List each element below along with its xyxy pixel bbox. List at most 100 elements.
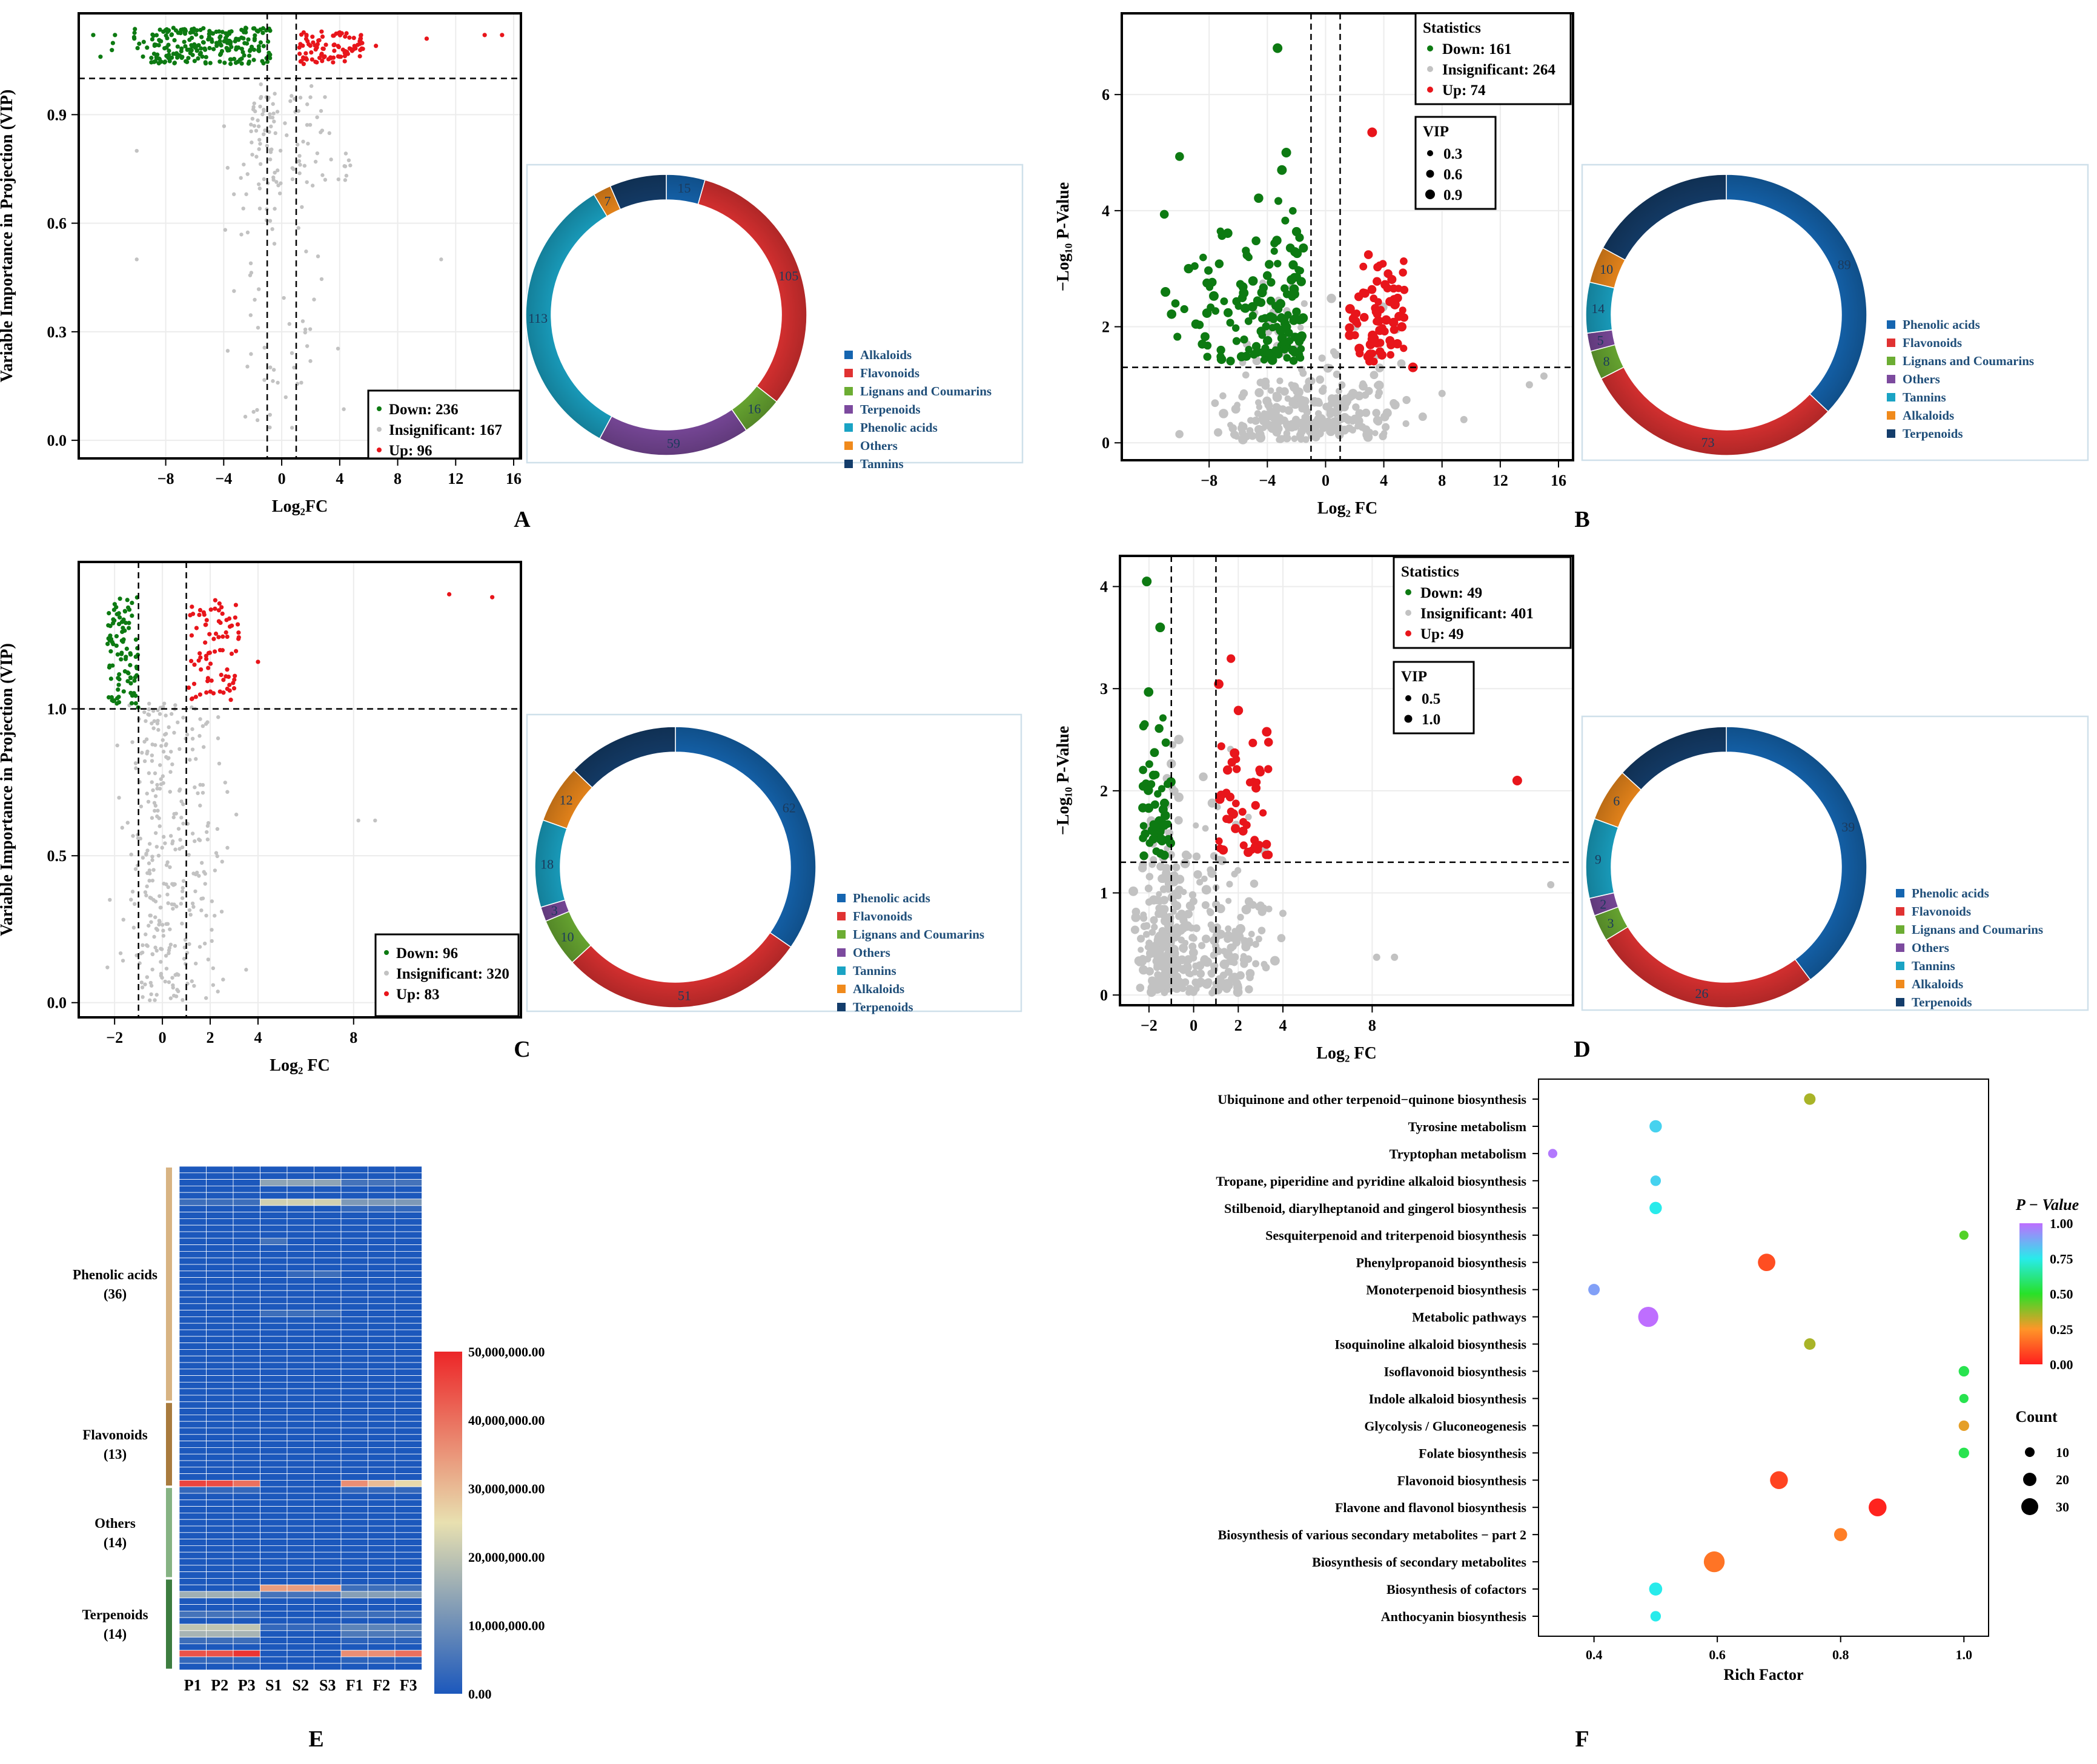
heatmap-cell [287,1277,314,1284]
legend-swatch [844,387,853,395]
down-point [157,57,162,62]
insignificant-point [132,902,137,907]
insignificant-point [279,181,283,185]
pathway-label: Isoquinoline alkaloid biosynthesis [1334,1337,1526,1352]
insignificant-point [1327,394,1336,403]
heatmap-cell [179,1637,207,1644]
down-point [256,48,262,53]
up-point [256,659,260,664]
y-tick-label: 4 [1100,578,1108,596]
insignificant-point [1245,985,1253,994]
down-point [217,59,222,64]
slice-value-label: 51 [678,988,691,1003]
insignificant-point [147,923,151,928]
up-point [208,607,213,612]
insignificant-point [1363,432,1373,442]
insignificant-point [1342,394,1349,402]
heatmap-cell [233,1532,260,1540]
heatmap-cell [368,1434,396,1442]
heatmap-cell [179,1656,207,1664]
insignificant-point [1174,816,1183,825]
up-point [1399,268,1407,277]
down-point [150,37,155,42]
legend-entry: Flavonoids [1912,904,1971,919]
heatmap-cell [206,1244,234,1252]
up-point [300,55,306,60]
up-point [1388,317,1399,328]
insignificant-point [1333,370,1341,378]
up-point [225,667,230,672]
heatmap-cell [233,1617,260,1625]
size-legend-entry: 1.0 [1422,712,1440,728]
heatmap-cell [260,1447,288,1455]
insignificant-point [257,147,261,151]
heatmap-cell [340,1198,368,1206]
insignificant-point [151,868,156,872]
down-point [105,641,110,646]
heatmap-cell [179,1257,207,1265]
down-point [191,26,196,31]
insignificant-point [156,728,161,732]
heatmap-cell [394,1499,422,1507]
x-tick-label: 16 [1551,472,1566,489]
heatmap-cell [287,1179,314,1186]
heatmap-cell [233,1539,260,1546]
pathway-bubble [1958,1420,1969,1432]
down-point [109,695,114,700]
insignificant-point [262,345,267,350]
insignificant-point [149,920,153,924]
slice-value-label: 62 [783,801,796,816]
down-point [1260,356,1268,364]
legend-entry: Tannins [1903,390,1946,405]
heatmap-cell [394,1290,422,1298]
plot-frame [78,12,522,460]
insignificant-point [1211,900,1221,909]
heatmap-cell [368,1381,396,1389]
up-point [190,696,194,701]
x-tick-label: −8 [1201,472,1217,489]
insignificant-point [147,713,151,717]
insignificant-point [141,995,145,999]
down-point [252,38,257,42]
heatmap-cell [314,1519,342,1527]
legend-marker [1427,45,1433,51]
panel-letter-A: A [514,507,531,532]
heatmap-cell [314,1414,342,1422]
down-point [1279,339,1287,346]
insignificant-point [300,319,305,323]
up-point [206,666,211,670]
pathway-label: Biosynthesis of secondary metabolites [1312,1554,1526,1570]
down-point [1247,302,1257,312]
insignificant-point [182,957,187,961]
insignificant-point [1251,416,1260,425]
insignificant-point [205,824,210,828]
y-tick-label: 4 [1102,202,1110,220]
down-point [1299,243,1308,253]
insignificant-point [1246,427,1254,435]
insignificant-point [1402,420,1410,428]
legend-marker [1405,630,1411,636]
heatmap-cell [287,1565,314,1573]
down-point [246,37,251,42]
heatmap-cell [368,1617,396,1625]
down-point [107,665,112,670]
heatmap-cell [233,1343,260,1350]
insignificant-point [292,365,296,370]
insignificant-point [1303,383,1313,393]
heatmap-cell [206,1663,234,1671]
insignificant-point [144,893,148,897]
legend-entry: Lignans and Coumarins [860,384,992,398]
insignificant-point [223,228,228,232]
heatmap-cell [233,1525,260,1533]
heatmap-cell [179,1401,207,1409]
heatmap-cell [287,1551,314,1559]
insignificant-point [1252,356,1262,366]
insignificant-point [1330,424,1339,433]
up-point [211,636,216,641]
up-point [1381,315,1391,325]
heatmap-cell [287,1297,314,1304]
down-point [110,48,114,53]
insignificant-point [167,756,171,760]
heatmap-cell [287,1250,314,1258]
legend-marker [1405,589,1411,595]
